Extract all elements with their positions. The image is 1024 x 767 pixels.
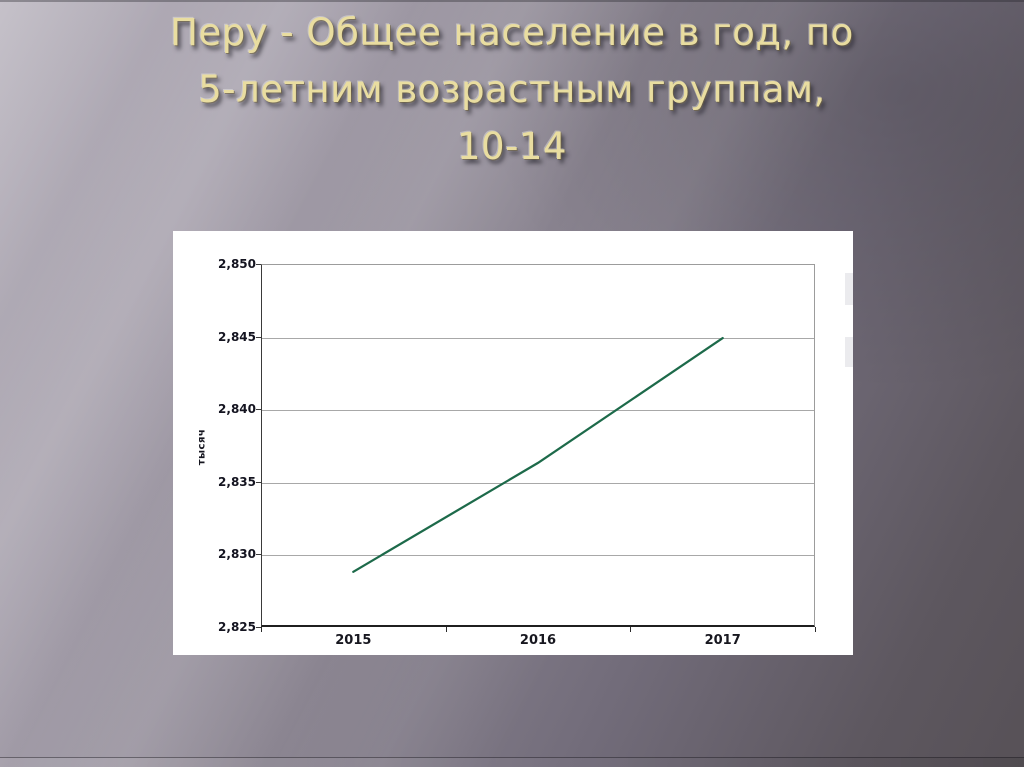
data-series-line (352, 336, 724, 573)
x-tick-mark (815, 627, 816, 632)
y-tick-label: 2,840 (218, 402, 256, 417)
card-edge-artifact (845, 273, 853, 305)
plot-area (261, 264, 815, 627)
y-tick-mark (256, 554, 261, 556)
slide-title: Перу - Общее население в год, по 5-летни… (0, 4, 1024, 175)
y-tick-mark (256, 264, 261, 265)
slide-title-line-2: 5-летним возрастным группам, (198, 68, 826, 111)
card-edge-artifact (845, 337, 853, 367)
y-tick-label: 2,830 (218, 547, 256, 562)
y-tick-label: 2,825 (218, 620, 256, 634)
x-tick-mark (630, 627, 632, 632)
gridline (262, 337, 814, 339)
y-tick-label: 2,835 (218, 474, 256, 489)
slide-title-line-3: 10-14 (456, 125, 567, 168)
y-tick-mark (256, 336, 261, 338)
gridline (262, 555, 814, 557)
gridline (262, 482, 814, 484)
y-tick-mark (256, 409, 261, 411)
x-tick-mark (445, 627, 447, 632)
gridline (262, 410, 814, 412)
x-tick-mark (261, 627, 262, 632)
slide-title-line-1: Перу - Общее население в год, по (170, 11, 854, 54)
line-chart (352, 336, 724, 573)
y-tick-label: 2,845 (218, 329, 256, 344)
y-tick-mark (256, 627, 261, 628)
x-tick-label: 2017 (704, 633, 741, 648)
y-tick-mark (256, 481, 261, 483)
y-axis-title: тысяч (196, 428, 208, 466)
slide-top-edge (0, 0, 1024, 2)
y-tick-label: 2,850 (218, 257, 256, 271)
slide-bottom-edge (0, 757, 1024, 767)
x-tick-label: 2015 (335, 633, 372, 648)
chart-card: 2,825 2,830 2,835 2,840 2,845 2,850 2015 2016 20… (173, 231, 853, 655)
x-tick-label: 2016 (519, 633, 557, 648)
